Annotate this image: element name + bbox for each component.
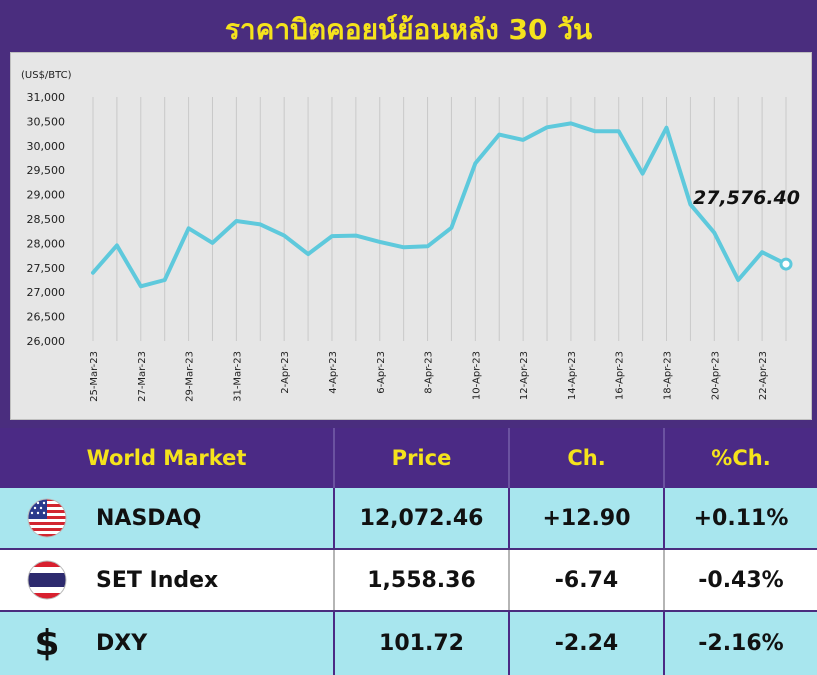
x-tick-label: 12-Apr-23 [519,351,530,400]
chart-panel: (US$/BTC) 26,000 26,500 27,000 27,500 28,000 2… [10,52,812,420]
y-tick-label: 27,000 [27,286,66,299]
change-cell: -2.24 [508,612,663,675]
y-tick-label: 28,000 [27,237,66,250]
x-tick-label: 27-Mar-23 [137,351,148,402]
x-tick-label: 18-Apr-23 [663,351,674,400]
header-percent-change: %Ch. [663,428,817,488]
change-cell: -6.74 [508,550,663,610]
x-tick-label: 4-Apr-23 [328,351,339,394]
x-tick-label: 16-Apr-23 [615,351,626,400]
change-cell: +12.90 [508,488,663,548]
market-name-cell: NASDAQ [0,488,333,548]
market-name: NASDAQ [96,505,202,531]
table-row: NASDAQ 12,072.46 +12.90 +0.11% [0,488,817,548]
y-axis-label: (US$/BTC) [21,70,72,81]
y-tick-label: 30,500 [27,115,66,128]
table-header: World Market Price Ch. %Ch. [0,428,817,488]
table-row: $ DXY 101.72 -2.24 -2.16% [0,612,817,675]
percent-change-cell: -2.16% [663,612,817,675]
market-name: DXY [96,631,148,656]
y-tick-label: 31,000 [27,91,66,104]
y-tick-label: 30,000 [27,140,66,153]
x-tick-label: 6-Apr-23 [376,351,387,394]
table-row: SET Index 1,558.36 -6.74 -0.43% [0,550,817,610]
last-value-label: 27,576.40 [693,187,800,209]
price-cell: 1,558.36 [333,550,508,610]
y-tick-label: 26,000 [27,335,66,348]
percent-change-cell: +0.11% [663,488,817,548]
header-world-market: World Market [86,446,247,470]
x-tick-label: 20-Apr-23 [710,351,721,400]
x-tick-label: 29-Mar-23 [185,351,196,402]
header-change: Ch. [508,428,663,488]
series-line [91,121,788,289]
y-tick-label: 26,500 [27,311,66,324]
x-tick-label: 10-Apr-23 [471,351,482,400]
percent-change-cell: -0.43% [663,550,817,610]
x-tick-label: 25-Mar-23 [89,351,100,402]
data-point [779,257,793,271]
market-name: SET Index [96,567,219,593]
market-name-cell: SET Index [0,550,333,610]
btc-price-chart: (US$/BTC) 26,000 26,500 27,000 27,500 28,000 2… [21,70,800,402]
y-tick-label: 27,500 [27,262,66,275]
x-tick-label: 31-Mar-23 [232,351,243,402]
x-tick-label: 8-Apr-23 [424,351,435,394]
header-price: Price [333,428,508,488]
page-title: ราคาบิตคอยน์ย้อนหลัง 30 วัน [224,13,593,46]
price-cell: 101.72 [333,612,508,675]
world-market-table: World Market Price Ch. %Ch. [0,428,817,675]
x-tick-label: 2-Apr-23 [280,351,291,394]
y-tick-label: 29,000 [27,189,66,202]
dollar-icon: $ [34,623,60,664]
market-name-cell: $ DXY [0,612,333,675]
us-flag-icon [27,498,67,538]
x-tick-label: 22-Apr-23 [758,351,769,400]
x-tick-label: 14-Apr-23 [567,351,578,400]
thai-flag-icon [27,560,67,600]
y-tick-label: 28,500 [27,213,66,226]
y-tick-label: 29,500 [27,164,66,177]
price-cell: 12,072.46 [333,488,508,548]
